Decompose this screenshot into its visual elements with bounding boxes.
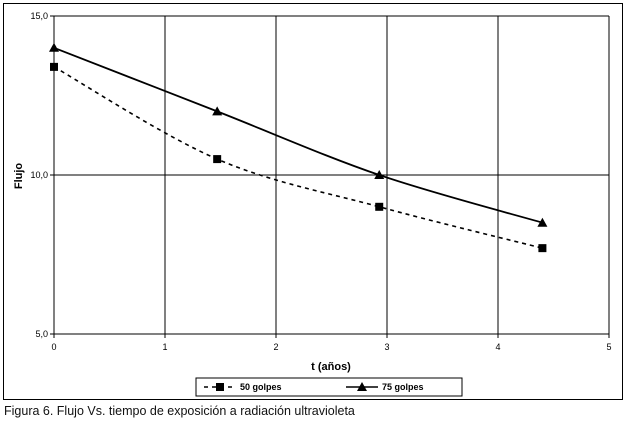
axes <box>50 15 610 338</box>
legend-label: 75 golpes <box>382 382 424 392</box>
data-point <box>538 244 547 253</box>
data-point <box>50 62 58 71</box>
series-line <box>53 66 543 249</box>
x-tick-label: 1 <box>162 342 167 352</box>
series-line <box>53 46 543 224</box>
legend: 50 golpes 75 golpes <box>195 377 463 397</box>
y-axis-label: Flujo <box>13 163 25 190</box>
y-tick-label: 15,0 <box>30 11 48 21</box>
legend-marker <box>357 382 367 391</box>
tick-labels: 0 1 2 3 4 5 5,0 10,0 15,0 <box>30 11 611 352</box>
legend-entry: 75 golpes <box>346 382 424 392</box>
series-layer <box>49 42 548 253</box>
figure-caption: Figura 6. Flujo Vs. tiempo de exposición… <box>4 404 355 418</box>
x-tick-label: 3 <box>384 342 389 352</box>
legend-marker <box>216 383 224 391</box>
x-tick-label: 5 <box>606 342 611 352</box>
legend-entry: 50 golpes <box>204 382 282 392</box>
data-point <box>213 155 222 164</box>
data-point <box>375 202 384 211</box>
data-point <box>212 106 223 116</box>
data-point <box>374 170 385 179</box>
x-tick-label: 4 <box>495 342 500 352</box>
x-tick-label: 0 <box>51 342 56 352</box>
grid-lines <box>54 15 610 334</box>
legend-box <box>195 377 463 397</box>
series-2 <box>49 42 548 227</box>
series-1 <box>50 62 547 253</box>
x-tick-label: 2 <box>273 342 278 352</box>
line-chart: 0 1 2 3 4 5 5,0 10,0 15,0 Flujo t (años) 50 golp… <box>13 11 612 397</box>
data-point <box>49 42 59 52</box>
y-tick-label: 10,0 <box>30 170 48 180</box>
legend-label: 50 golpes <box>240 382 282 392</box>
y-tick-label: 5,0 <box>35 329 48 339</box>
x-axis-label: t (años) <box>311 361 351 373</box>
data-point <box>537 217 548 227</box>
